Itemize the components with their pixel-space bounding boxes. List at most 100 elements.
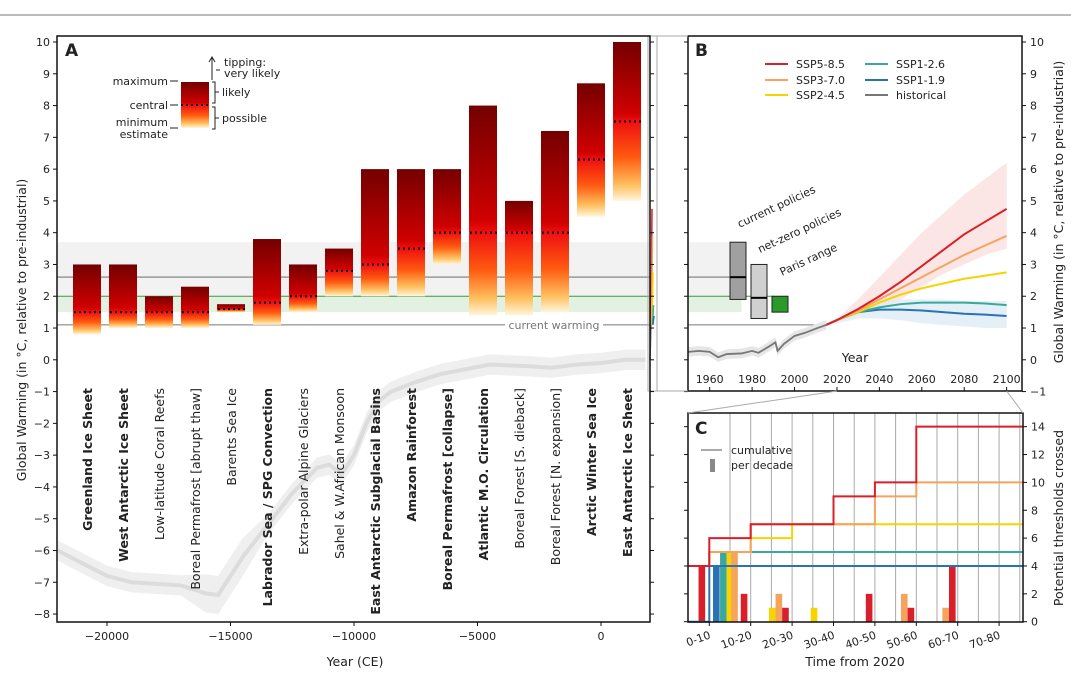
y-tick-label: 1	[1030, 322, 1037, 335]
y-tick-label: 5	[43, 195, 50, 208]
y-tick-label: 0	[1031, 616, 1038, 629]
legend-possible: possible	[222, 112, 267, 125]
tipping-element-label: Boreal Forest [S. dieback]	[512, 388, 527, 549]
y-tick-label: 6	[1031, 532, 1038, 545]
legend-label: SSP5-8.5	[796, 58, 845, 71]
legend-label: historical	[896, 89, 946, 102]
panel-c-letter: C	[695, 419, 707, 439]
inset-ssp-line	[652, 315, 655, 325]
tipping-element-label: Amazon Rainforest	[404, 388, 419, 522]
historical-line	[688, 323, 827, 359]
per-decade-bar	[768, 607, 776, 622]
y-tick-label: 5	[1030, 195, 1037, 208]
x-tick-label: 2040	[865, 373, 893, 386]
y-tick-label: 2	[1031, 588, 1038, 601]
cumulative-line-SSP1-1.9	[688, 564, 1023, 623]
per-decade-bar	[731, 552, 738, 622]
tipping-bar-7	[325, 248, 353, 297]
uncertainty-band	[826, 162, 1007, 325]
tipping-element-label: Boreal Forest [N. expansion]	[548, 388, 563, 565]
tipping-bar-14	[577, 83, 605, 217]
y-tick-label: 8	[43, 100, 50, 113]
tipping-bar-11	[469, 105, 497, 316]
cumulative-line-SSP5-8.5	[688, 425, 1023, 567]
tipping-element-label: Labrador Sea / SPG Convection	[260, 388, 275, 606]
tipping-element-label: West Antarctic Ice Sheet	[116, 388, 131, 562]
y-tick-label: −3	[34, 449, 50, 462]
x-tick-label: −5000	[459, 630, 496, 643]
legend-label: SSP1-1.9	[896, 74, 945, 87]
y-tick-label: 2	[1030, 290, 1037, 303]
tipping-element-label: Atlantic M.O. Circulation	[476, 388, 491, 560]
x-tick-label: 1960	[696, 373, 724, 386]
legend-arrow-icon	[208, 56, 216, 80]
x-tick-label: 20-30	[761, 629, 795, 652]
tipping-element-label: East Antarctic Ice Sheet	[620, 388, 635, 557]
per-decade-bar	[726, 552, 734, 622]
tipping-element-label: Greenland Ice Sheet	[80, 388, 95, 531]
y-tick-label: 0	[43, 354, 50, 367]
legend-central: central	[130, 99, 168, 112]
tipping-element-label: Arctic Winter Sea Ice	[584, 388, 599, 536]
tipping-bar-12	[505, 200, 533, 316]
y-tick-label: −6	[34, 544, 50, 557]
x-tick-label: 2020	[823, 373, 851, 386]
y-tick-label: −2	[34, 417, 50, 430]
per-decade-bar	[810, 607, 818, 622]
y-tick-label: 10	[36, 36, 50, 49]
tipping-bar-1	[109, 264, 137, 329]
tipping-bar-2	[145, 296, 173, 329]
tipping-bar-13	[541, 130, 569, 313]
y-tick-label: 9	[1030, 68, 1037, 81]
future-inset-box	[647, 35, 658, 392]
x-tick-label: 30-40	[802, 629, 836, 652]
legend-very-likely: very likely	[224, 67, 281, 80]
x-tick-label: 50-60	[885, 629, 919, 652]
tipping-bar-0	[73, 264, 101, 335]
legend-cumulative: cumulative	[731, 444, 792, 457]
y-tick-label: 8	[1031, 504, 1038, 517]
y-tick-label: 3	[1030, 258, 1037, 271]
x-tick-label: 2080	[950, 373, 978, 386]
y-tick-label: −7	[34, 576, 50, 589]
y-tick-label: 12	[1031, 449, 1045, 462]
legend-per-decade-bar	[710, 459, 715, 472]
tipping-bar-8	[361, 169, 389, 297]
y-tick-label: 9	[43, 68, 50, 81]
cumulative-line-SSP1-2.6	[708, 551, 1023, 566]
x-tick-label: 1980	[738, 373, 766, 386]
legend-label: SSP2-4.5	[796, 89, 845, 102]
per-decade-bar	[949, 565, 956, 622]
policy-range-box	[729, 241, 747, 300]
tipping-bar-6	[289, 264, 317, 313]
per-decade-bar	[907, 607, 915, 622]
x-tick-label: 2000	[781, 373, 809, 386]
legend-tipping: tipping:	[224, 56, 266, 69]
per-decade-bar	[900, 593, 908, 622]
per-decade-bar	[942, 607, 950, 622]
per-decade-bar	[698, 565, 706, 622]
panel-c-frame	[687, 412, 1024, 623]
panel-a: current warming Greenland Ice Sheet West A…	[34, 35, 658, 643]
tipping-bar-10	[433, 169, 461, 265]
paleo-temperature-band	[57, 349, 646, 615]
x-tick-label: 2100	[993, 373, 1021, 386]
y-tick-label: 4	[43, 227, 50, 240]
y-tick-label: 0	[1030, 354, 1037, 367]
tipping-element-label: Barents Sea Ice	[224, 388, 239, 486]
panel-a-ylabel: Global Warming (in °C, relative to pre-i…	[14, 179, 29, 482]
zoom-connector-line	[687, 390, 838, 414]
legend-gradient-bar	[181, 82, 209, 128]
x-tick-label: 40-50	[843, 629, 877, 652]
y-tick-label: 7	[1030, 131, 1037, 144]
x-tick-label: 0-10	[684, 629, 712, 650]
tipping-element-label: Boreal Permafrost [abrupt thaw]	[188, 388, 203, 590]
per-decade-bar	[775, 593, 783, 622]
y-tick-label: 1	[43, 322, 50, 335]
historical-band	[688, 320, 827, 363]
y-tick-label: 4	[1031, 560, 1038, 573]
y-tick-label: −1	[1030, 386, 1046, 399]
tipping-element-label: Low-latitude Coral Reefs	[152, 388, 167, 540]
policy-range-box	[771, 295, 789, 313]
